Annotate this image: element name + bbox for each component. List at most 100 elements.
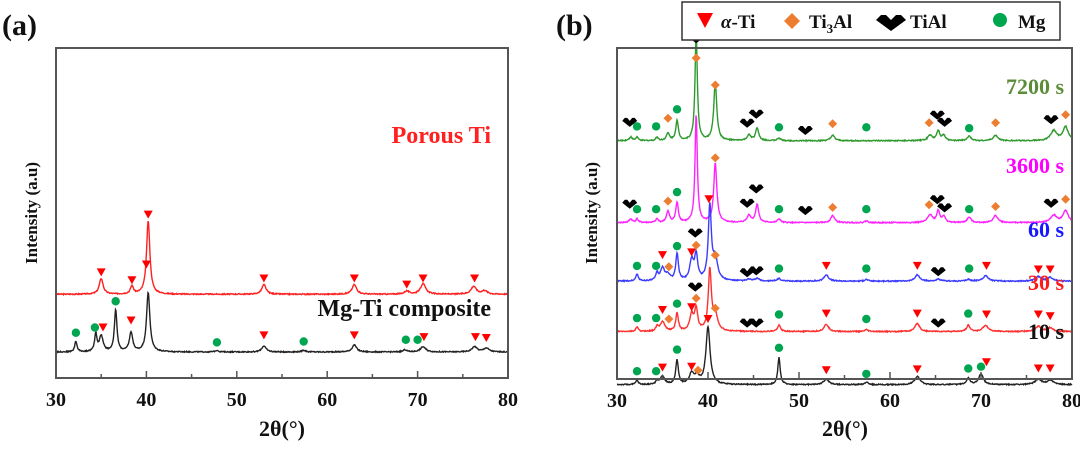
phase-marker-mg	[774, 123, 784, 132]
x-tick-label: 60	[317, 389, 337, 411]
legend-label-alpha-ti: α-Ti	[721, 12, 755, 33]
phase-marker-alpha-ti	[821, 309, 831, 318]
phase-marker-mg	[672, 187, 682, 197]
panel-a-x-ticks: 30 40 50 60 70 80	[46, 371, 518, 411]
legend-item-tial: TiAl	[876, 12, 947, 33]
panel-a-y-axis-title: Intensity (a.u)	[22, 162, 41, 264]
phase-marker-mg	[651, 261, 661, 271]
phase-marker-mg	[90, 323, 100, 332]
phase-marker-mg	[774, 264, 784, 273]
x-tick-label: 30	[46, 389, 66, 411]
triangle-down-icon	[697, 13, 713, 28]
phase-marker-tial	[748, 109, 764, 119]
panel-b-y-axis-title: Intensity (a.u)	[582, 162, 601, 264]
phase-marker-ti3al	[828, 119, 838, 129]
phase-marker-mg	[774, 205, 784, 214]
phase-marker-tial	[739, 118, 755, 128]
phase-marker-ti3al	[991, 202, 1001, 211]
phase-marker-alpha-ti	[981, 358, 991, 367]
phase-marker-alpha-ti	[687, 303, 697, 312]
phase-marker-alpha-ti	[1033, 364, 1043, 373]
phase-marker-alpha-ti	[658, 306, 667, 314]
phase-marker-alpha-ti	[1045, 265, 1055, 274]
phase-marker-tial	[797, 126, 813, 135]
panel-b-x-ticks: 30 40 50 60 70 80	[607, 372, 1080, 412]
phase-marker-mg	[71, 328, 81, 337]
x-tick-label: 70	[408, 389, 428, 411]
phase-marker-alpha-ti	[143, 210, 153, 219]
phase-marker-mg	[651, 313, 661, 323]
panel-b-series-labels: 7200 s 3600 s 60 s 30 s 10 s	[1006, 74, 1065, 344]
phase-marker-mg	[964, 205, 974, 214]
phase-marker-mg	[774, 343, 784, 352]
phase-marker-ti3al	[924, 200, 934, 210]
legend-ti3al-al: Al	[833, 12, 852, 33]
phase-marker-alpha-ti	[259, 274, 269, 283]
phase-marker-mg	[632, 205, 642, 214]
phase-marker-mg	[672, 105, 682, 114]
legend: α-Ti Ti3Al TiAl Mg	[681, 1, 1061, 41]
phase-marker-mg	[672, 299, 682, 308]
phase-marker-mg	[212, 338, 222, 347]
x-tick-label: 80	[1062, 390, 1080, 412]
phase-marker-tial	[687, 282, 703, 292]
series-label-60-s: 60 s	[1028, 217, 1065, 242]
phase-marker-tial	[937, 117, 953, 127]
series-line-30-s	[616, 266, 1073, 334]
phase-marker-mg	[401, 335, 411, 344]
phase-marker-alpha-ti	[703, 315, 713, 323]
legend-label-tial: TiAl	[910, 12, 947, 33]
phase-marker-ti3al	[691, 240, 701, 250]
phase-marker-ti3al	[1061, 194, 1071, 204]
series-label-10-s: 10 s	[1028, 319, 1065, 344]
phase-marker-alpha-ti	[141, 260, 151, 269]
phase-marker-alpha-ti	[821, 261, 831, 270]
series-line-7200-s	[616, 34, 1073, 143]
phase-marker-alpha-ti	[470, 274, 480, 283]
circle-icon	[993, 13, 1007, 27]
phase-marker-tial	[739, 198, 755, 208]
phase-marker-tial	[797, 206, 813, 216]
phase-marker-alpha-ti	[419, 333, 429, 342]
phase-marker-mg	[964, 264, 974, 273]
phase-marker-mg	[672, 241, 682, 251]
phase-marker-tial	[930, 318, 946, 328]
phase-marker-ti3al	[710, 250, 720, 260]
panel-b-x-axis-title: 2θ(°)	[822, 416, 868, 441]
phase-marker-alpha-ti	[127, 276, 137, 285]
phase-marker-alpha-ti	[1045, 312, 1055, 321]
phase-marker-mg	[111, 297, 120, 306]
phase-marker-mg	[774, 310, 784, 319]
phase-marker-ti3al	[1061, 110, 1071, 120]
phase-marker-alpha-ti	[1033, 310, 1043, 319]
phase-marker-alpha-ti	[821, 366, 831, 375]
phase-marker-alpha-ti	[98, 323, 108, 332]
x-tick-label: 40	[136, 389, 156, 411]
phase-marker-mg	[632, 261, 642, 271]
panel-a: (a) 30 40 50 60 70 80 2θ(°) Intensity (a.u) P…	[2, 9, 518, 441]
panel-a-x-axis-title: 2θ(°)	[259, 416, 305, 441]
phase-marker-mg	[862, 264, 871, 273]
legend-item-alpha-ti: α-Ti	[697, 12, 755, 33]
phase-marker-alpha-ti	[349, 331, 359, 340]
phase-marker-ti3al	[991, 118, 1001, 128]
panel-b: (b) 30 40 50 60 70 80 2θ(°) Intensity (a.u) 7…	[556, 1, 1080, 441]
phase-marker-tial	[748, 318, 764, 328]
phase-marker-mg	[862, 123, 871, 132]
phase-marker-ti3al	[663, 196, 673, 206]
phase-marker-alpha-ti	[912, 365, 922, 374]
series-line-10-s	[616, 324, 1073, 387]
phase-marker-ti3al	[924, 118, 934, 128]
phase-marker-alpha-ti	[349, 274, 359, 283]
phase-marker-mg	[862, 314, 871, 324]
phase-marker-alpha-ti	[470, 333, 480, 342]
phase-marker-tial	[748, 184, 764, 194]
phase-marker-alpha-ti	[126, 316, 136, 325]
phase-marker-alpha-ti	[1045, 364, 1055, 373]
phase-marker-ti3al	[710, 80, 720, 90]
series-label-3600-s: 3600 s	[1006, 153, 1065, 178]
phase-marker-mg	[672, 345, 682, 354]
phase-marker-mg	[964, 364, 973, 373]
panel-b-label: (b)	[556, 9, 593, 42]
legend-item-ti3al: Ti3Al	[784, 12, 852, 36]
